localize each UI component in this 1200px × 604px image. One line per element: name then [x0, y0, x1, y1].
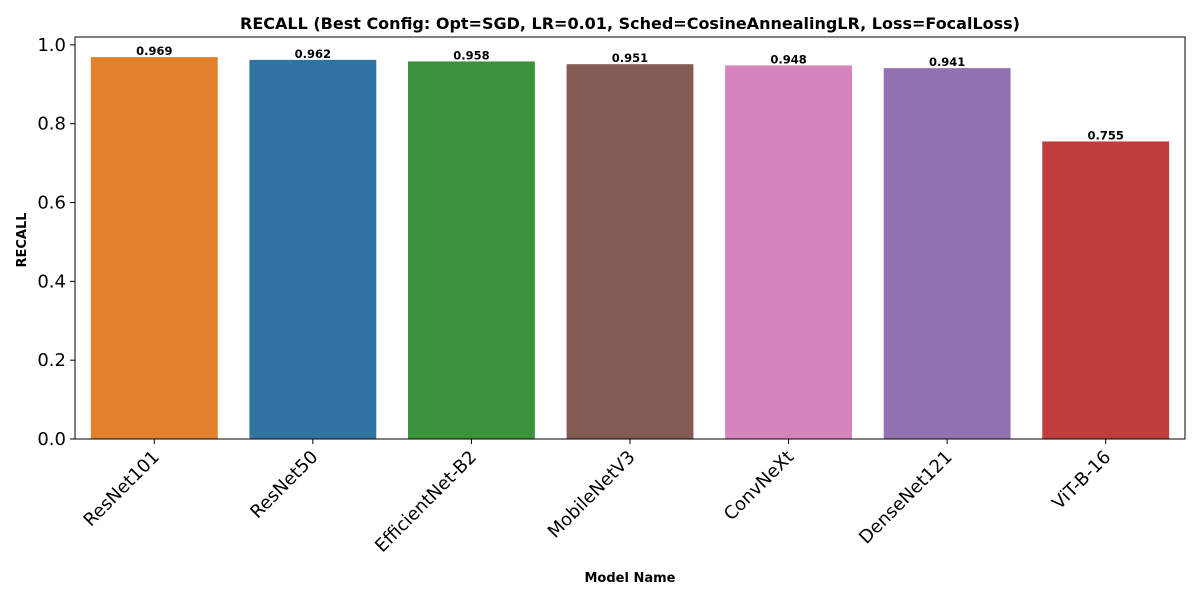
plot-frame	[74, 36, 1186, 440]
x-axis-label: Model Name	[585, 571, 676, 586]
bar-densenet121	[883, 68, 1011, 440]
value-label: 0.941	[929, 55, 965, 69]
y-tick-label: 1.0	[37, 35, 66, 56]
y-axis: 0.0 0.2 0.4 0.6 0.8 1.0	[37, 35, 75, 450]
y-tick-label: 0.0	[37, 429, 66, 450]
bar-resnet101	[90, 57, 218, 439]
value-label: 0.755	[1088, 128, 1124, 142]
y-tick-label: 0.6	[37, 193, 66, 214]
value-label: 0.958	[453, 48, 489, 62]
bar-resnet50	[249, 59, 377, 439]
value-label: 0.948	[770, 52, 806, 66]
value-labels-group: 0.969 0.962 0.958 0.951 0.948 0.941 0.755	[136, 44, 1124, 142]
y-tick-label: 0.8	[37, 114, 66, 135]
chart-title: RECALL (Best Config: Opt=SGD, LR=0.01, S…	[240, 14, 1020, 33]
value-label: 0.951	[612, 51, 648, 65]
value-label: 0.962	[295, 47, 331, 61]
y-tick-label: 0.4	[37, 271, 66, 292]
bar-efficientnet-b2	[408, 61, 535, 439]
bar-vit-b-16	[1042, 141, 1170, 440]
y-axis-label: RECALL	[15, 212, 30, 267]
value-label: 0.969	[136, 44, 172, 58]
bar-convnext	[725, 65, 852, 440]
y-tick-label: 0.2	[37, 350, 66, 371]
bar-mobilenetv3	[566, 64, 694, 439]
bars-group	[90, 57, 1170, 440]
